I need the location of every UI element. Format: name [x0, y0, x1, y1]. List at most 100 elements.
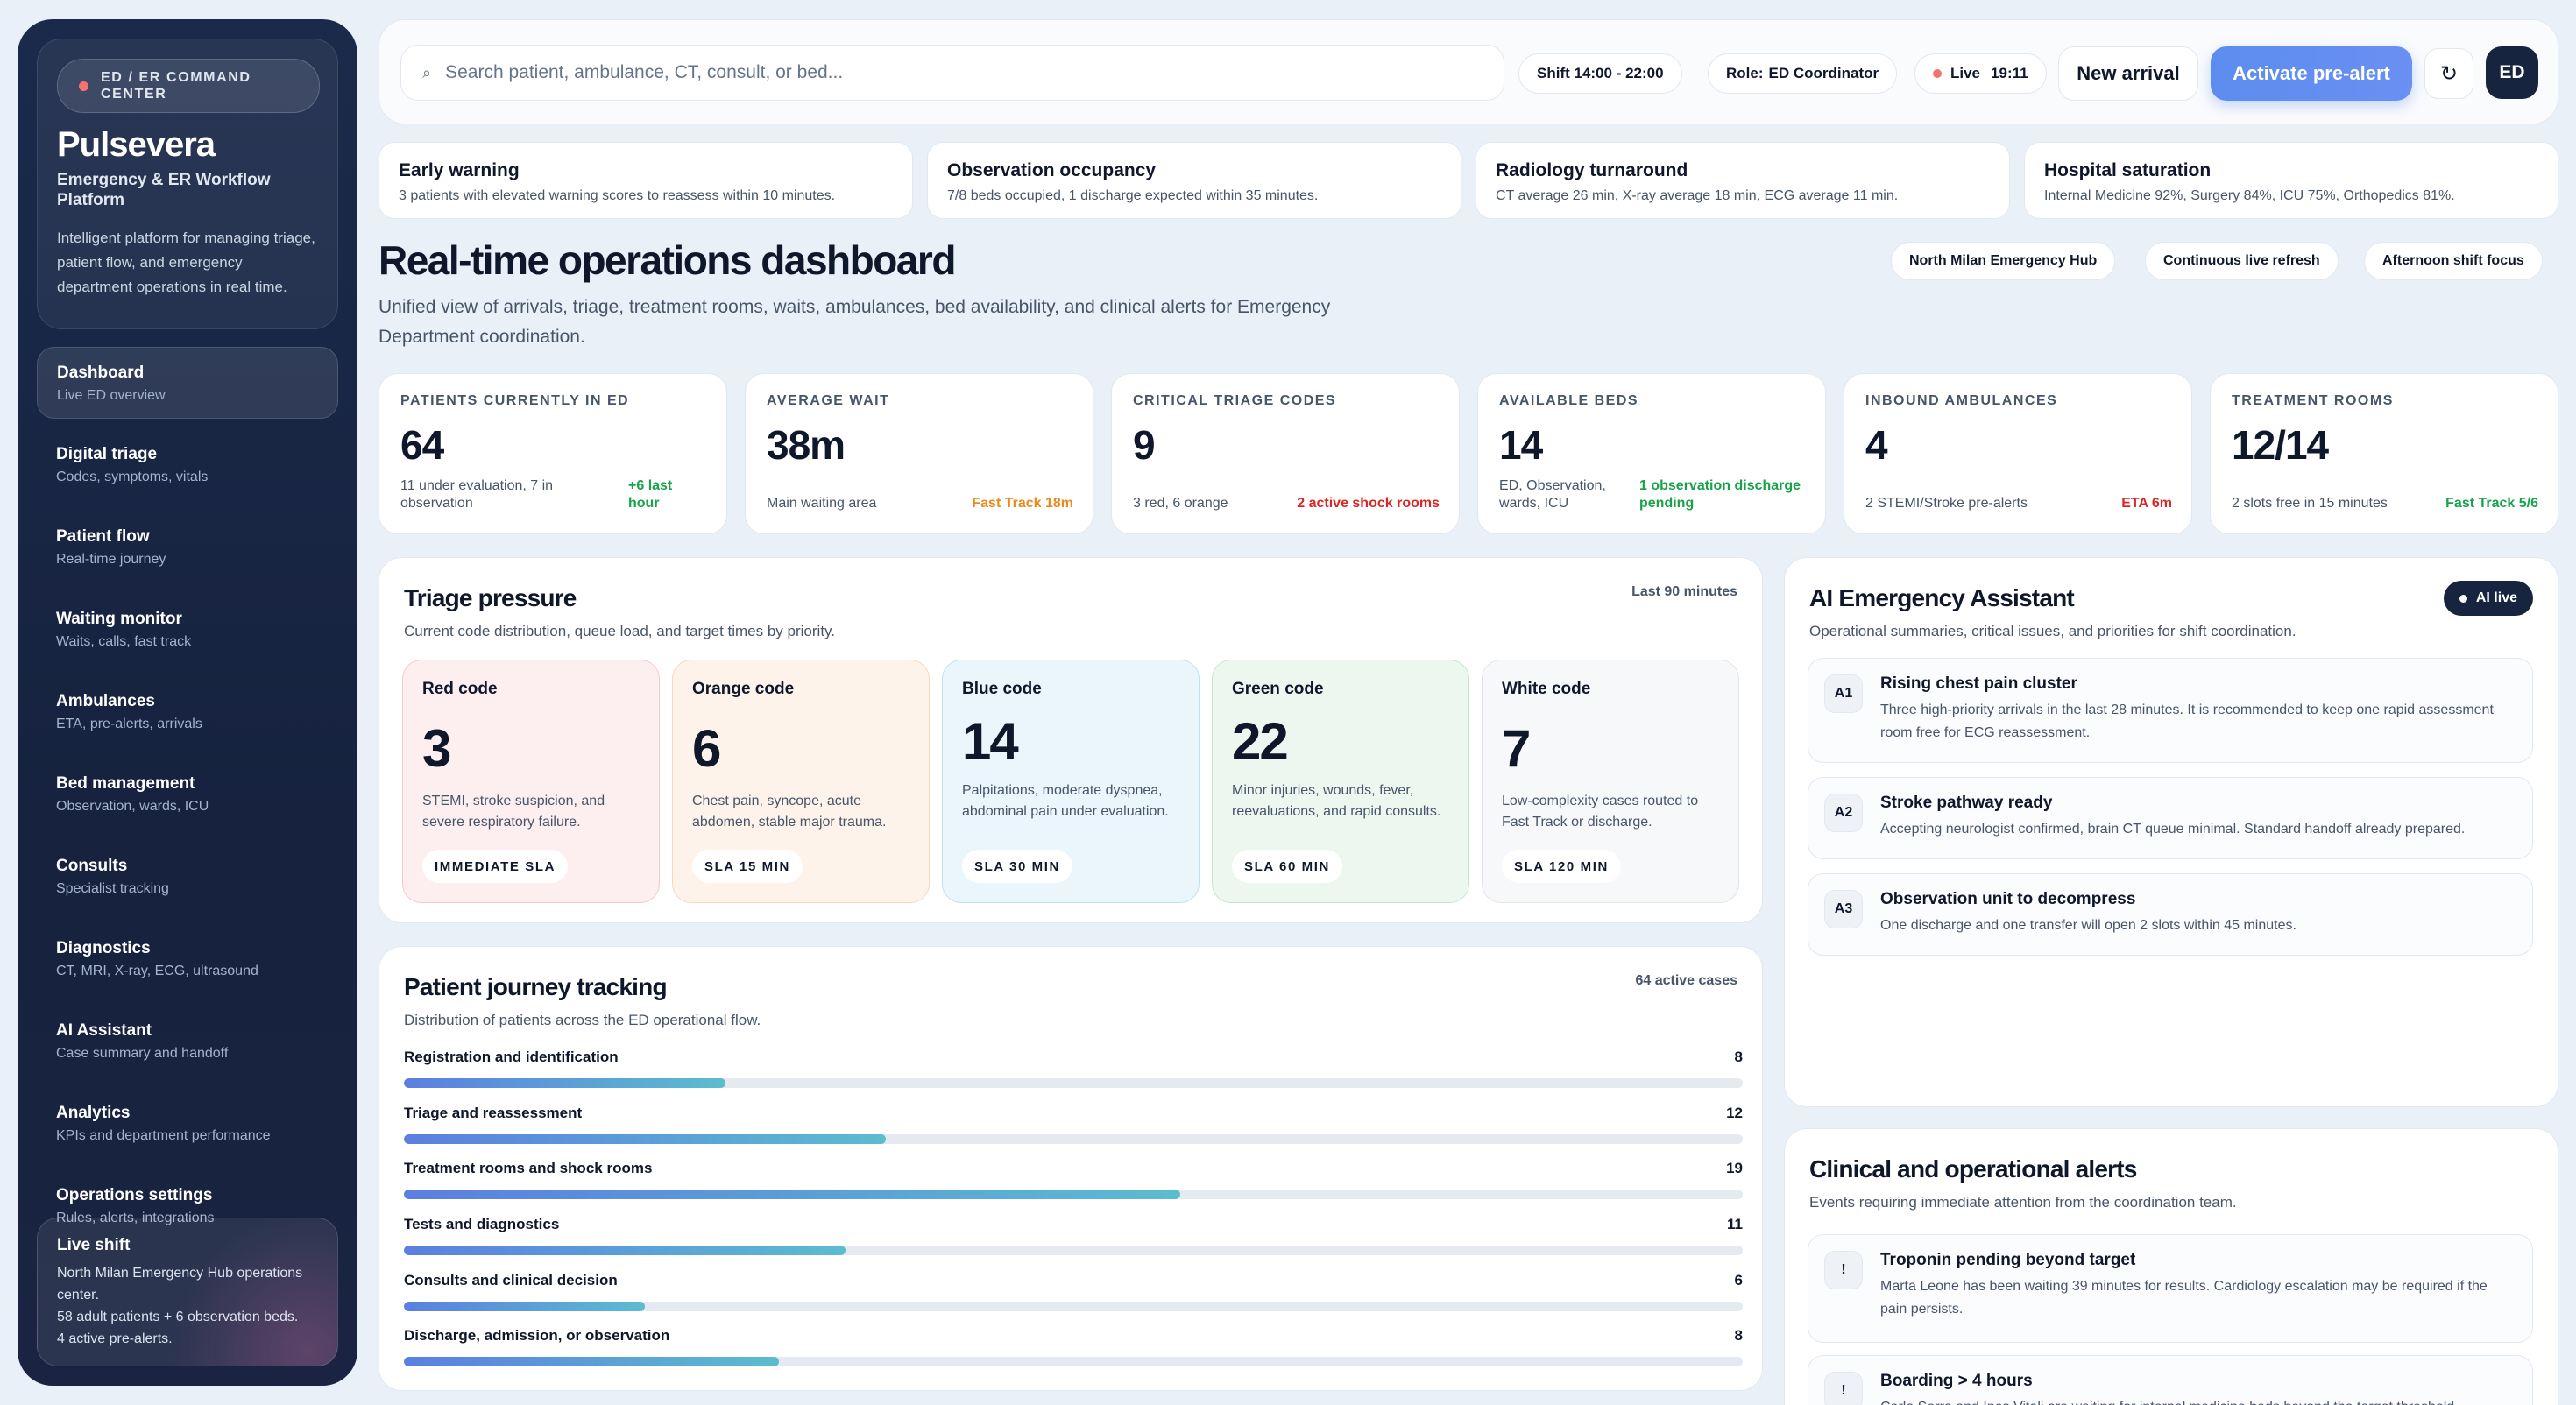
- sidebar-item-dashboard[interactable]: Dashboard Live ED overview: [37, 347, 338, 419]
- triage-card-orange[interactable]: Orange code 6 Chest pain, syncope, acute…: [672, 660, 930, 903]
- journey-row[interactable]: Tests and diagnostics 11: [404, 1216, 1743, 1255]
- ai-insight-card[interactable]: A1 Rising chest pain cluster Three high-…: [1808, 658, 2533, 763]
- journey-count: 8: [1734, 1048, 1743, 1065]
- activate-pre-alert-button[interactable]: Activate pre-alert: [2211, 46, 2412, 101]
- panel-subtitle: Events requiring immediate attention fro…: [1809, 1194, 2237, 1211]
- sidebar-nav: Dashboard Live ED overview Digital triag…: [37, 347, 338, 1242]
- alert-icon: !: [1824, 1372, 1863, 1405]
- ai-insight-card[interactable]: A2 Stroke pathway ready Accepting neurol…: [1808, 777, 2533, 859]
- refresh-icon[interactable]: ↻: [2424, 48, 2473, 99]
- kpi-value: 38m: [767, 422, 846, 468]
- ai-insight-text: One discharge and one transfer will open…: [1880, 918, 2296, 933]
- kpi-patients-in-ed[interactable]: PATIENTS CURRENTLY IN ED 64 11 under eva…: [379, 373, 727, 534]
- alert-card[interactable]: ! Troponin pending beyond target Marta L…: [1808, 1234, 2533, 1343]
- role-label: Role:: [1726, 65, 1764, 81]
- page-title: Real-time operations dashboard: [379, 237, 956, 283]
- shift-pill[interactable]: Shift 14:00 - 22:00: [1518, 53, 1682, 94]
- journey-label: Tests and diagnostics: [404, 1216, 560, 1232]
- sidebar-item-operations-settings[interactable]: Operations settings Rules, alerts, integ…: [37, 1170, 338, 1242]
- journey-row[interactable]: Treatment rooms and shock rooms 19: [404, 1160, 1743, 1199]
- sidebar-item-ambulances[interactable]: Ambulances ETA, pre-alerts, arrivals: [37, 676, 338, 748]
- tag-location[interactable]: North Milan Emergency Hub: [1891, 242, 2116, 280]
- journey-row[interactable]: Registration and identification 8: [404, 1048, 1743, 1088]
- journey-bar-track: [404, 1134, 1743, 1144]
- live-dot-icon: [2459, 594, 2467, 603]
- alert-icon: !: [1824, 1251, 1863, 1289]
- kpi-sub: ED, Observation, wards, ICU: [1499, 478, 1606, 511]
- sidebar-item-label: AI Assistant: [56, 1021, 152, 1040]
- triage-code-name: Blue code: [962, 680, 1042, 698]
- kpi-note: +6 last hour: [628, 478, 673, 511]
- journey-row[interactable]: Triage and reassessment 12: [404, 1105, 1743, 1144]
- journey-bar-fill: [404, 1078, 725, 1088]
- ai-insight-badge: A3: [1824, 890, 1863, 928]
- info-card-text: 7/8 beds occupied, 1 discharge expected …: [947, 188, 1319, 203]
- kpi-treatment-rooms[interactable]: TREATMENT ROOMS 12/14 2 slots free in 15…: [2210, 373, 2558, 534]
- kpi-label: INBOUND AMBULANCES: [1865, 393, 2058, 408]
- info-card-hospital-saturation[interactable]: Hospital saturation Internal Medicine 92…: [2024, 142, 2558, 219]
- kpi-note: Fast Track 5/6: [2445, 496, 2538, 511]
- kpi-average-wait[interactable]: AVERAGE WAIT 38m Main waiting area Fast …: [745, 373, 1093, 534]
- alert-title: Troponin pending beyond target: [1880, 1251, 2136, 1269]
- sidebar-item-waiting-monitor[interactable]: Waiting monitor Waits, calls, fast track: [37, 594, 338, 666]
- search-input[interactable]: [445, 62, 1454, 83]
- sidebar-item-ai-assistant[interactable]: AI Assistant Case summary and handoff: [37, 1006, 338, 1077]
- sidebar-item-analytics[interactable]: Analytics KPIs and department performanc…: [37, 1088, 338, 1160]
- kpi-sub: 2 slots free in 15 minutes: [2232, 496, 2388, 511]
- panel-title: Patient journey tracking: [404, 973, 668, 1000]
- info-card-title: Observation occupancy: [947, 160, 1157, 180]
- sidebar-item-sub: Waits, calls, fast track: [56, 634, 192, 649]
- new-arrival-button[interactable]: New arrival: [2058, 46, 2198, 101]
- triage-code-desc: Low-complexity cases routed to Fast Trac…: [1502, 794, 1699, 830]
- kpi-critical-triage[interactable]: CRITICAL TRIAGE CODES 9 3 red, 6 orange …: [1111, 373, 1460, 534]
- live-shift-text: North Milan Emergency Hub operations cen…: [57, 1262, 318, 1350]
- alert-title: Boarding > 4 hours: [1880, 1372, 2033, 1390]
- triage-card-red[interactable]: Red code 3 STEMI, stroke suspicion, and …: [402, 660, 660, 903]
- sidebar-item-label: Waiting monitor: [56, 610, 182, 628]
- kpi-sub: 11 under evaluation, 7 in observation: [400, 478, 554, 511]
- sidebar-item-bed-management[interactable]: Bed management Observation, wards, ICU: [37, 759, 338, 830]
- brand-name: Pulsevera: [57, 125, 216, 164]
- info-card-early-warning[interactable]: Early warning 3 patients with elevated w…: [379, 142, 913, 219]
- journey-bar-fill: [404, 1302, 646, 1311]
- tag-refresh[interactable]: Continuous live refresh: [2145, 242, 2339, 280]
- sidebar-item-label: Operations settings: [56, 1186, 213, 1204]
- journey-label: Treatment rooms and shock rooms: [404, 1160, 653, 1176]
- role-pill[interactable]: Role: ED Coordinator: [1708, 53, 1898, 94]
- tag-shift-focus[interactable]: Afternoon shift focus: [2364, 242, 2543, 280]
- avatar[interactable]: ED: [2486, 46, 2538, 99]
- sidebar-item-patient-flow[interactable]: Patient flow Real-time journey: [37, 512, 338, 583]
- sidebar-item-diagnostics[interactable]: Diagnostics CT, MRI, X-ray, ECG, ultraso…: [37, 923, 338, 995]
- ai-insight-text: Three high-priority arrivals in the last…: [1880, 702, 2494, 740]
- ai-insight-title: Observation unit to decompress: [1880, 890, 2136, 908]
- triage-code-count: 14: [962, 712, 1019, 771]
- journey-bar-track: [404, 1302, 1743, 1311]
- triage-code-desc: Chest pain, syncope, acute abdomen, stab…: [692, 794, 887, 830]
- sidebar-item-label: Diagnostics: [56, 939, 151, 957]
- info-card-observation-occupancy[interactable]: Observation occupancy 7/8 beds occupied,…: [927, 142, 1461, 219]
- triage-sla-badge: SLA 30 MIN: [962, 850, 1072, 883]
- search-box[interactable]: ⌕: [400, 45, 1504, 101]
- kpi-available-beds[interactable]: AVAILABLE BEDS 14 ED, Observation, wards…: [1477, 373, 1826, 534]
- panel-subtitle: Current code distribution, queue load, a…: [404, 623, 836, 639]
- kpi-inbound-ambulances[interactable]: INBOUND AMBULANCES 4 2 STEMI/Stroke pre-…: [1844, 373, 2192, 534]
- triage-sla-badge: SLA 60 MIN: [1232, 850, 1342, 883]
- ai-assistant-panel: AI Emergency Assistant Operational summa…: [1784, 557, 2558, 1107]
- kpi-label: CRITICAL TRIAGE CODES: [1133, 393, 1337, 408]
- journey-row[interactable]: Consults and clinical decision 6: [404, 1272, 1743, 1311]
- ai-insight-card[interactable]: A3 Observation unit to decompress One di…: [1808, 873, 2533, 956]
- role-value: ED Coordinator: [1768, 65, 1879, 81]
- info-card-radiology-turnaround[interactable]: Radiology turnaround CT average 26 min, …: [1476, 142, 2010, 219]
- kpi-value: 4: [1865, 422, 1888, 468]
- triage-card-white[interactable]: White code 7 Low-complexity cases routed…: [1482, 660, 1739, 903]
- sidebar-item-consults[interactable]: Consults Specialist tracking: [37, 841, 338, 913]
- alert-card[interactable]: ! Boarding > 4 hours Carlo Serra and Ine…: [1808, 1355, 2533, 1405]
- triage-card-green[interactable]: Green code 22 Minor injuries, wounds, fe…: [1212, 660, 1469, 903]
- journey-row[interactable]: Discharge, admission, or observation 8: [404, 1327, 1743, 1366]
- sidebar-item-digital-triage[interactable]: Digital triage Codes, symptoms, vitals: [37, 429, 338, 501]
- info-card-title: Early warning: [399, 160, 520, 180]
- kpi-value: 14: [1499, 422, 1543, 468]
- patient-journey-panel: Patient journey tracking Distribution of…: [379, 946, 1763, 1391]
- triage-card-blue[interactable]: Blue code 14 Palpitations, moderate dysp…: [942, 660, 1200, 903]
- sidebar-item-label: Dashboard: [57, 364, 145, 382]
